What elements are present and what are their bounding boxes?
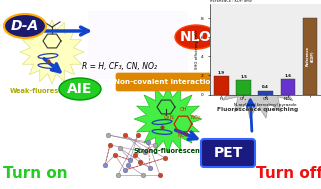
Ellipse shape — [4, 14, 46, 38]
Text: O$_2$N: O$_2$N — [163, 113, 175, 122]
Text: Turn on: Turn on — [3, 166, 67, 180]
Text: Non-covalent interactions: Non-covalent interactions — [114, 79, 220, 85]
Text: KURTZ PERRY POWDER TECHNIQUE
INPUT BEAM ENERGY = 1.19 mJ/pulse
REFERENCE : KDP: : KURTZ PERRY POWDER TECHNIQUE INPUT BEAM … — [210, 0, 276, 3]
Text: Strong-fluorescent: Strong-fluorescent — [133, 148, 203, 154]
FancyBboxPatch shape — [116, 73, 218, 91]
Polygon shape — [134, 85, 202, 153]
Polygon shape — [20, 20, 84, 84]
Bar — [281, 79, 295, 94]
FancyBboxPatch shape — [201, 139, 255, 167]
Text: 1.9: 1.9 — [218, 71, 225, 75]
X-axis label: N-arylated ferrocenyl pyrazole: N-arylated ferrocenyl pyrazole — [234, 103, 297, 107]
Bar — [88, 11, 188, 79]
Y-axis label: SHG efficiency (mV): SHG efficiency (mV) — [195, 29, 199, 69]
Text: R = H, CF₃, CN, NO₂: R = H, CF₃, CN, NO₂ — [82, 63, 158, 71]
Text: AIE: AIE — [67, 82, 93, 96]
Ellipse shape — [59, 78, 101, 100]
Text: 1.6: 1.6 — [284, 74, 291, 78]
Text: Fluorescence quenching: Fluorescence quenching — [217, 106, 299, 112]
Text: NO$_2$: NO$_2$ — [190, 113, 202, 122]
Text: PET: PET — [213, 146, 243, 160]
Bar — [258, 91, 273, 94]
Text: 1.5: 1.5 — [240, 75, 247, 79]
Text: NO$_2$: NO$_2$ — [177, 131, 189, 140]
Ellipse shape — [175, 25, 217, 49]
Bar — [214, 76, 229, 94]
Text: OH: OH — [179, 107, 187, 112]
Text: Turn off: Turn off — [256, 166, 321, 180]
Bar — [236, 80, 251, 94]
Text: 0.4: 0.4 — [262, 85, 269, 89]
Text: Reference
(KDP): Reference (KDP) — [306, 46, 314, 66]
Text: CF$_2$: CF$_2$ — [243, 56, 253, 64]
Text: Weak-fluorescent: Weak-fluorescent — [9, 88, 75, 94]
Text: D-A: D-A — [11, 19, 39, 33]
Text: NLO: NLO — [180, 30, 212, 44]
Bar — [303, 18, 317, 95]
Polygon shape — [217, 36, 299, 118]
